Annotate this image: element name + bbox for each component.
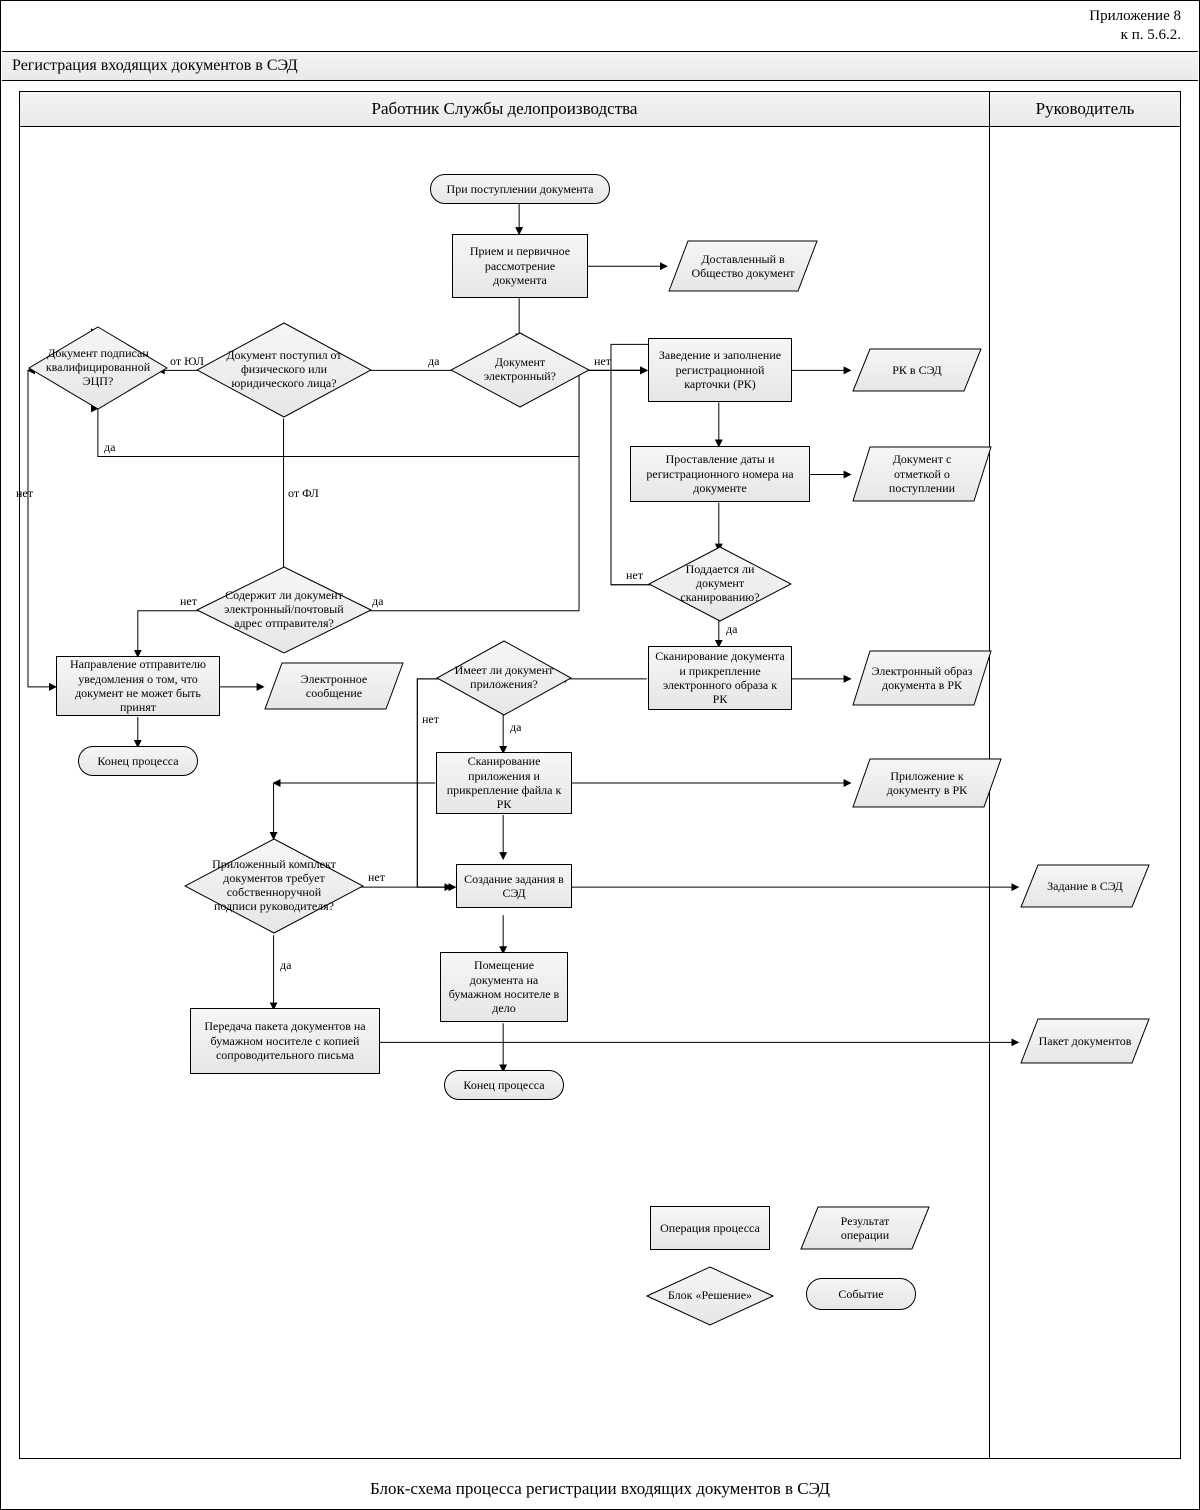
is-electronic-label: Документ электронный? [467, 356, 573, 384]
legend-process-label: Операция процесса [660, 1221, 760, 1235]
caption: Блок-схема процесса регистрации входящих… [1, 1479, 1199, 1499]
node-attach-doc: Приложение к документу в РК [852, 758, 1002, 808]
node-task-doc: Задание в СЭД [1020, 864, 1150, 908]
lbl-from-person: от ФЛ [288, 486, 319, 501]
notify-doc-label: Электронное сообщение [284, 672, 385, 701]
node-rk-doc: РК в СЭД [852, 348, 982, 392]
send-pack-label: Передача пакета документов на бумажном н… [197, 1019, 373, 1062]
title-band: Регистрация входящих документов в СЭД [2, 51, 1198, 81]
notify-label: Направление отправителю уведомления о то… [63, 657, 213, 715]
node-make-task: Создание задания в СЭД [456, 864, 572, 908]
lbl-ecp-yes: да [104, 440, 115, 455]
node-from-whom: Документ поступил от физического или юри… [196, 322, 372, 418]
swimlane-frame: Работник Службы делопроизводства Руковод… [19, 91, 1181, 1459]
lbl-from-legal: от ЮЛ [170, 354, 204, 369]
role-manager: Руководитель [990, 92, 1180, 126]
edges-layer [20, 126, 1180, 1458]
flowchart: При поступлении документа Прием и первич… [20, 126, 1180, 1458]
appendix-label: Приложение 8 [1089, 7, 1181, 26]
lbl-iselec-no: нет [594, 354, 611, 369]
make-task-label: Создание задания в СЭД [463, 872, 565, 901]
lbl-sign-no: нет [368, 870, 385, 885]
stamp-doc-label: Документ с отметкой о поступлении [872, 452, 973, 495]
has-attach-label: Имеет ли документ приложения? [452, 664, 555, 692]
clause-label: к п. 5.6.2. [1089, 26, 1181, 45]
page-title: Регистрация входящих документов в СЭД [12, 57, 298, 74]
node-create-rk: Заведение и заполнение регистрационной к… [648, 338, 792, 402]
node-scan-attach: Сканирование приложения и прикрепление ф… [436, 752, 572, 814]
node-scannable: Поддается ли документ сканированию? [648, 546, 792, 622]
legend-event: Событие [806, 1278, 916, 1310]
lbl-attach-yes: да [510, 720, 521, 735]
node-has-addr: Содержит ли документ электронный/почтовы… [196, 566, 372, 654]
legend-process: Операция процесса [650, 1206, 770, 1250]
scannable-label: Поддается ли документ сканированию? [665, 563, 774, 604]
create-rk-label: Заведение и заполнение регистрационной к… [655, 348, 785, 391]
stamp-label: Проставление даты и регистрационного ном… [637, 452, 803, 495]
archive-label: Помещение документа на бумажном носителе… [447, 958, 561, 1016]
node-send-pack: Передача пакета документов на бумажном н… [190, 1008, 380, 1074]
legend-result: Результат операции [800, 1206, 930, 1250]
end2-label: Конец процесса [463, 1078, 544, 1092]
attach-doc-label: Приложение к документу в РК [873, 769, 981, 798]
node-is-electronic: Документ электронный? [450, 332, 590, 408]
task-doc-label: Задание в СЭД [1047, 879, 1123, 893]
from-whom-label: Документ поступил от физического или юри… [217, 349, 351, 390]
legend-decision-label: Блок «Решение» [668, 1289, 752, 1303]
lbl-addr-yes: да [372, 594, 383, 609]
node-end1: Конец процесса [78, 746, 198, 776]
node-stamp: Проставление даты и регистрационного ном… [630, 446, 810, 502]
lbl-sign-yes: да [280, 958, 291, 973]
start-label: При поступлении документа [447, 182, 594, 196]
page: Приложение 8 к п. 5.6.2. Регистрация вхо… [0, 0, 1200, 1510]
role-header: Работник Службы делопроизводства Руковод… [20, 92, 1180, 127]
scan-doc-label: Электронный образ документа в РК [872, 664, 973, 693]
caption-text: Блок-схема процесса регистрации входящих… [370, 1479, 830, 1498]
node-pack-doc: Пакет документов [1020, 1018, 1150, 1064]
node-needs-sign: Приложенный комплект документов требует … [184, 838, 364, 934]
header-right: Приложение 8 к п. 5.6.2. [1089, 7, 1181, 45]
node-notify-doc: Электронное сообщение [264, 662, 404, 710]
node-receive: Прием и первичное рассмотрение документа [452, 234, 588, 298]
pack-doc-label: Пакет документов [1039, 1034, 1132, 1048]
needs-sign-label: Приложенный комплект документов требует … [206, 858, 343, 913]
rk-doc-label: РК в СЭД [892, 363, 941, 377]
has-addr-label: Содержит ли документ электронный/почтовы… [217, 589, 351, 630]
has-ecp-label: Документ подписан квалифицированной ЭЦП? [45, 347, 151, 388]
legend-decision: Блок «Решение» [646, 1266, 774, 1326]
lbl-ecp-no: нет [16, 486, 33, 501]
node-scan-doc: Электронный образ документа в РК [852, 650, 992, 706]
role-clerk: Работник Службы делопроизводства [20, 92, 990, 126]
node-archive: Помещение документа на бумажном носителе… [440, 952, 568, 1022]
node-stamp-doc: Документ с отметкой о поступлении [852, 446, 992, 502]
delivered-doc-label: Доставленный в Общество документ [689, 252, 797, 281]
receive-label: Прием и первичное рассмотрение документа [459, 244, 581, 287]
node-notify: Направление отправителю уведомления о то… [56, 656, 220, 716]
scan-label: Сканирование документа и прикрепление эл… [655, 649, 785, 707]
end1-label: Конец процесса [97, 754, 178, 768]
legend-event-label: Событие [838, 1287, 883, 1301]
node-start: При поступлении документа [430, 174, 610, 204]
node-has-attach: Имеет ли документ приложения? [436, 640, 572, 716]
lbl-scan-yes: да [726, 622, 737, 637]
node-has-ecp: Документ подписан квалифицированной ЭЦП? [28, 326, 168, 410]
lbl-attach-no: нет [422, 712, 439, 727]
lbl-addr-no: нет [180, 594, 197, 609]
node-end2: Конец процесса [444, 1070, 564, 1100]
node-scan: Сканирование документа и прикрепление эл… [648, 646, 792, 710]
lbl-scan-no: нет [626, 568, 643, 583]
legend-result-label: Результат операции [818, 1214, 912, 1243]
node-delivered-doc: Доставленный в Общество документ [668, 240, 818, 292]
scan-attach-label: Сканирование приложения и прикрепление ф… [443, 754, 565, 812]
lbl-iselec-yes: да [428, 354, 439, 369]
